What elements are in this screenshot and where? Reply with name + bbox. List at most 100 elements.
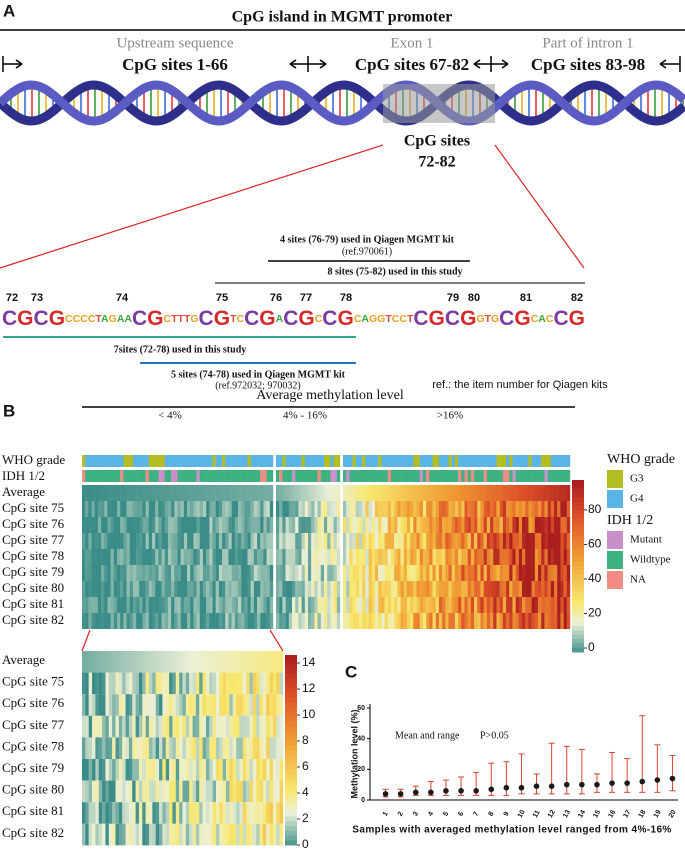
heatmap-cell: [538, 533, 542, 549]
heatmap-cell: [467, 549, 472, 565]
heatmap-cell: [98, 672, 103, 695]
heatmap-cell: [199, 581, 204, 597]
panel-title: Average methylation level: [256, 388, 404, 403]
heatmap-cell: [563, 485, 568, 501]
heatmap-cell: [115, 672, 120, 695]
heatmap-cell: [164, 533, 169, 549]
heatmap-cell: [231, 517, 235, 533]
heatmap-cell: [464, 533, 468, 549]
heatmap-cell: [139, 533, 143, 549]
heatmap-cell: [298, 581, 302, 597]
heatmap-cell: [199, 501, 204, 517]
heatmap-cell: [308, 581, 312, 597]
heatmap-cell: [422, 485, 427, 501]
heatmap-cell: [112, 759, 116, 781]
colorbar-cell: [285, 735, 297, 741]
heatmap-cell: [422, 613, 427, 629]
heatmap-cell: [172, 759, 176, 781]
heatmap-cell: [349, 597, 353, 613]
site-number: 78: [340, 292, 352, 304]
heatmap-cell: [139, 597, 143, 613]
heatmap-cell: [547, 565, 552, 581]
heatmap-cell: [98, 651, 103, 673]
heatmap-cell: [276, 694, 280, 716]
arrow-head: [319, 59, 327, 69]
heatmap-cell: [222, 581, 226, 597]
x-tick-label: 3: [412, 811, 420, 818]
x-tick-label: 20: [668, 809, 678, 819]
heatmap-cell: [196, 533, 200, 549]
site-number: 72: [6, 292, 18, 304]
heatmap-cell: [88, 533, 92, 549]
annotation-cell: [371, 455, 376, 467]
heatmap-cell: [349, 501, 353, 517]
heatmap-cell: [410, 581, 414, 597]
heatmap-cell: [435, 549, 440, 565]
heatmap-cell: [148, 485, 153, 501]
heatmap-cell: [105, 672, 109, 695]
heatmap-cell: [110, 581, 115, 597]
heatmap-cell: [518, 565, 523, 581]
heatmap-cell: [506, 501, 510, 517]
heatmap-cell: [91, 581, 95, 597]
heatmap-cell: [180, 565, 185, 581]
heatmap-cell: [212, 672, 217, 695]
heatmap-cell: [266, 517, 271, 533]
heatmap-cell: [538, 597, 542, 613]
heatmap-cell: [229, 823, 233, 846]
heatmap-cell: [486, 485, 491, 501]
colorbar-cell: [285, 835, 297, 841]
heatmap-cell: [276, 759, 280, 781]
heatmap-cell: [371, 565, 376, 581]
heatmap-cell: [247, 565, 251, 581]
heatmap-cell: [118, 780, 123, 803]
heatmap-cell: [192, 715, 197, 738]
annotation-cell: [374, 455, 379, 467]
heatmap-cell: [82, 565, 86, 581]
heatmap-cell: [126, 517, 130, 533]
heatmap-cell: [371, 581, 376, 597]
heatmap-cell: [346, 549, 350, 565]
heatmap-cell: [378, 485, 382, 501]
annotation-cell: [320, 470, 325, 482]
heatmap-cell: [172, 694, 176, 716]
heatmap-cell: [145, 672, 150, 695]
heatmap-cell: [276, 581, 280, 597]
annotation-cell: [458, 470, 462, 482]
legend-title: IDH 1/2: [607, 513, 653, 528]
heatmap-cell: [378, 533, 382, 549]
heatmap-cell: [499, 613, 504, 629]
heatmap-cell: [98, 737, 103, 759]
annotation-cell: [190, 455, 194, 467]
heatmap-cell: [336, 565, 341, 581]
annotation-cell: [557, 470, 561, 482]
heatmap-cell: [92, 823, 96, 846]
heatmap-cell: [381, 565, 385, 581]
heatmap-cell: [180, 485, 185, 501]
heatmap-cell: [304, 549, 309, 565]
heatmap-cell: [458, 549, 462, 565]
heatmap-cell: [269, 581, 274, 597]
heatmap-cell: [209, 715, 213, 738]
heatmap-cell: [534, 549, 539, 565]
heatmap-cell: [400, 565, 404, 581]
heatmap-cell: [212, 597, 216, 613]
heatmap-cell: [165, 759, 170, 781]
annotation-cell: [486, 455, 491, 467]
heatmap-cell: [403, 485, 408, 501]
heatmap-cell: [390, 565, 395, 581]
heatmap-cell: [189, 737, 193, 759]
heatmap-cell: [94, 549, 99, 565]
sequence-letter: G: [369, 313, 377, 325]
heatmap-cell: [295, 485, 299, 501]
heatmap-cell: [232, 737, 237, 759]
colorbar-cell: [285, 750, 297, 756]
colorbar-cell: [572, 583, 584, 588]
heatmap-cell: [82, 802, 86, 824]
heatmap-cell: [97, 581, 102, 597]
legend-swatch: [607, 490, 623, 508]
row-label: CpG site 75: [2, 500, 64, 515]
heatmap-cell: [241, 485, 245, 501]
heatmap-cell: [110, 533, 115, 549]
heatmap-cell: [426, 517, 430, 533]
